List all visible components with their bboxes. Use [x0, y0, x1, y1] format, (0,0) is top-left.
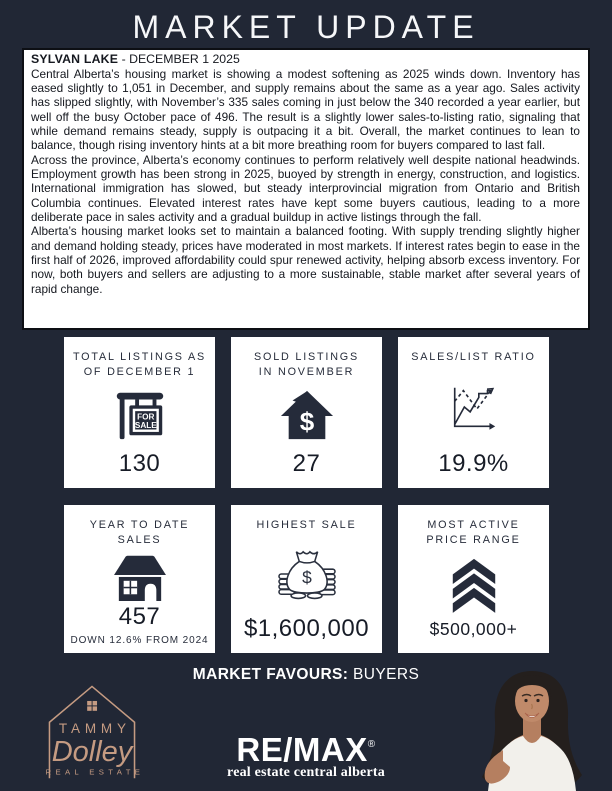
stat-title: SALES/LIST RATIO [411, 350, 535, 365]
stat-card-highest-sale: HIGHEST SALE [231, 505, 382, 653]
summary-paragraph-3: Alberta’s housing market looks set to ma… [31, 224, 580, 296]
stat-card-ytd-sales: YEAR TO DATE SALES 457 DOWN 12.6% FROM 2… [64, 505, 215, 653]
stat-card-sales-list-ratio: SALES/LIST RATIO 19.9% [398, 337, 549, 488]
stat-title-line: PRICE RANGE [426, 534, 521, 546]
stat-card-total-listings: TOTAL LISTINGS AS OF DECEMBER 1 FOR SALE [64, 337, 215, 488]
market-summary-box: SYLVAN LAKE - DECEMBER 1 2025 Central Al… [22, 48, 590, 330]
stat-value: 130 [118, 450, 161, 477]
market-favours-label: MARKET FAVOURS: [192, 666, 349, 683]
stat-title-line: OF DECEMBER 1 [83, 366, 196, 378]
stat-title-line: HIGHEST SALE [256, 519, 357, 531]
stat-value: 457 [118, 603, 161, 630]
stat-value: $1,600,000 [243, 615, 370, 642]
summary-paragraph-1: Central Alberta’s housing market is show… [31, 66, 580, 153]
stat-title: YEAR TO DATE SALES [90, 518, 190, 548]
registered-trademark-icon: ® [367, 739, 376, 750]
svg-text:SALE: SALE [134, 421, 156, 430]
stat-title: MOST ACTIVE PRICE RANGE [426, 518, 520, 548]
house-icon [110, 548, 170, 603]
remax-logo: RE/MAX® real estate central alberta [176, 729, 436, 781]
window-icon [87, 700, 98, 711]
stat-card-price-range: MOST ACTIVE PRICE RANGE $500,000+ [398, 505, 549, 653]
house-outline-icon [48, 685, 136, 779]
stats-grid: TOTAL LISTINGS AS OF DECEMBER 1 FOR SALE [64, 337, 549, 653]
report-headline: SYLVAN LAKE - DECEMBER 1 2025 [31, 52, 580, 67]
agent-headshot-photo [458, 663, 606, 791]
report-location: SYLVAN LAKE [31, 52, 119, 66]
svg-text:$: $ [302, 568, 312, 588]
remax-wordmark: RE/MAX® [176, 729, 436, 766]
price-chevrons-icon [447, 548, 501, 619]
stat-note: DOWN 12.6% FROM 2024 [70, 635, 209, 646]
summary-paragraph-2: Across the province, Alberta’s economy c… [31, 152, 580, 224]
stat-title-line: YEAR TO DATE [89, 519, 190, 531]
svg-text:FOR: FOR [137, 412, 154, 421]
svg-text:Dolley: Dolley [52, 736, 134, 768]
svg-text:$: $ [299, 406, 314, 436]
page-title: MARKET UPDATE [132, 9, 480, 45]
line-chart-icon [444, 365, 504, 450]
stat-title: TOTAL LISTINGS AS OF DECEMBER 1 [73, 350, 206, 380]
stat-value: 27 [292, 450, 321, 477]
stat-title-line: SOLD LISTINGS [254, 351, 359, 363]
report-date: - DECEMBER 1 2025 [118, 52, 240, 66]
stat-title-line: MOST ACTIVE [427, 519, 520, 531]
stat-card-sold-listings: SOLD LISTINGS IN NOVEMBER $ 27 [231, 337, 382, 488]
stat-value: $500,000+ [429, 619, 518, 639]
agent-logo: TAMMY Dolley REAL ESTATE [34, 674, 150, 784]
svg-text:TAMMY: TAMMY [59, 721, 131, 736]
market-favours-value: BUYERS [348, 666, 420, 683]
remax-brand-text: RE/MAX [236, 731, 368, 768]
stat-title: HIGHEST SALE [256, 518, 356, 533]
sold-house-dollar-icon: $ [278, 380, 336, 450]
stat-title: SOLD LISTINGS IN NOVEMBER [254, 350, 359, 380]
market-favours: MARKET FAVOURS: BUYERS [0, 666, 612, 684]
remax-tagline: real estate central alberta [227, 765, 385, 780]
stat-title-line: IN NOVEMBER [258, 366, 355, 378]
money-bag-icon: $ [274, 533, 340, 615]
stat-value: 19.9% [438, 450, 509, 477]
stat-title-line: SALES/LIST RATIO [411, 351, 536, 363]
stat-title-line: TOTAL LISTINGS AS [72, 351, 206, 363]
for-sale-sign-icon: FOR SALE [111, 380, 169, 450]
svg-text:REAL ESTATE: REAL ESTATE [46, 767, 145, 776]
stat-title-line: SALES [117, 534, 162, 546]
